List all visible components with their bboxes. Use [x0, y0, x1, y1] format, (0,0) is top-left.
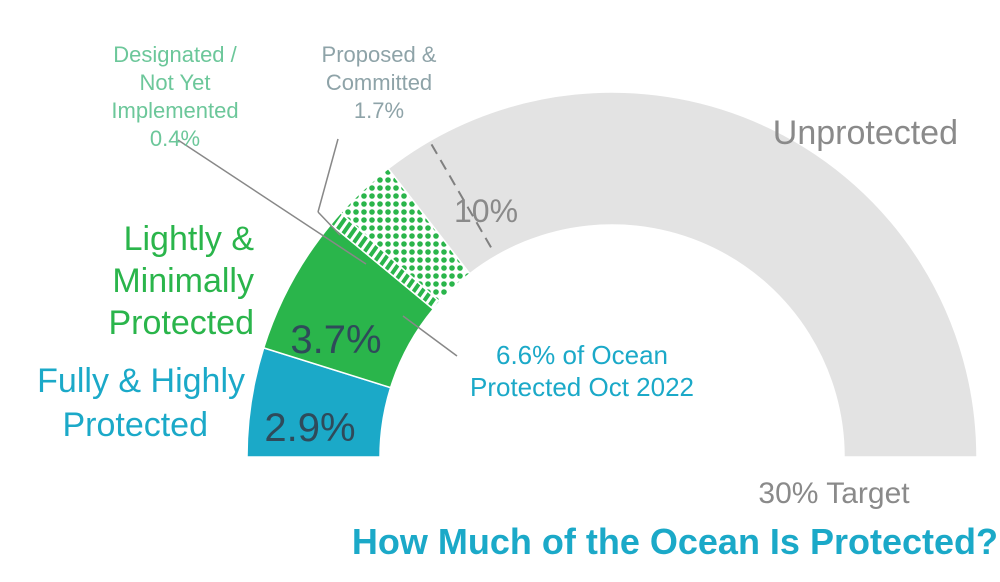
label-designated: Designated / Not Yet Implemented 0.4%: [111, 42, 238, 151]
label-lightly-line2: Minimally: [112, 262, 254, 300]
label-proposed-line1: Proposed &: [322, 42, 437, 67]
label-total-line1: 6.6% of Ocean: [496, 340, 668, 370]
label-proposed-line2: Committed: [326, 70, 432, 95]
leader-line-total: [402, 315, 458, 357]
label-proposed-line3: 1.7%: [354, 98, 404, 123]
arc-segment-unprotected: [387, 91, 978, 458]
label-proposed: Proposed & Committed 1.7%: [322, 42, 437, 123]
leader-line-designated: [177, 139, 367, 265]
label-lightly: Lightly & Minimally Protected: [108, 220, 254, 342]
leader-line-proposed: [317, 138, 339, 213]
label-fully-line1: Fully & Highly: [37, 362, 245, 400]
ten-percent-label: 10%: [454, 193, 518, 229]
value-label-lightly: 3.7%: [290, 318, 381, 362]
label-fully: Fully & Highly Protected: [37, 362, 245, 444]
label-fully-line2: Protected: [62, 406, 208, 444]
chart-title: How Much of the Ocean Is Protected?: [352, 521, 998, 562]
label-lightly-line3: Protected: [108, 304, 254, 342]
ten-percent-marker-line: [430, 143, 495, 254]
label-unprotected: Unprotected: [773, 114, 958, 152]
label-designated-line3: Implemented: [111, 98, 238, 123]
label-designated-line4: 0.4%: [150, 126, 200, 151]
target-label: 30% Target: [758, 477, 910, 510]
label-lightly-line1: Lightly &: [124, 220, 255, 258]
leader-line-proposed-2: [317, 211, 341, 236]
value-label-fully: 2.9%: [264, 406, 355, 450]
label-designated-line2: Not Yet: [140, 70, 211, 95]
label-designated-line1: Designated /: [113, 42, 237, 67]
label-total-line2: Protected Oct 2022: [470, 372, 694, 402]
label-total: 6.6% of Ocean Protected Oct 2022: [470, 340, 694, 402]
